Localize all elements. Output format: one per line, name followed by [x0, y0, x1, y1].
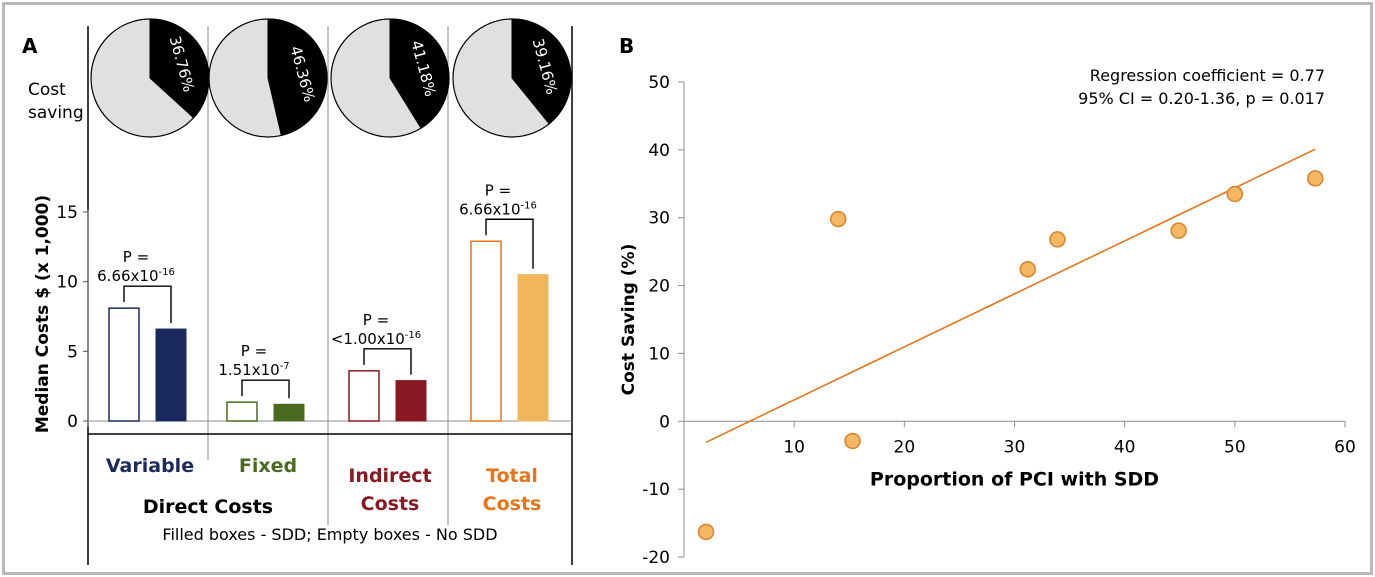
bar-sdd-fixed [273, 403, 305, 422]
panel-b-x-tick-label: 30 [1004, 437, 1026, 457]
bar-sdd-variable [155, 328, 187, 422]
bar-no-sdd-fixed [226, 401, 258, 422]
category-label-total: Total [486, 465, 538, 487]
category-label-fixed: Fixed [239, 455, 297, 477]
category-label-total-line2: Costs [483, 493, 542, 515]
scatter-point [1170, 222, 1187, 239]
p-value-bracket [485, 218, 534, 269]
p-value-bracket [123, 285, 172, 324]
p-value-line1: P = [363, 311, 389, 329]
panel-b-y-tick-label: 10 [648, 344, 670, 364]
category-label-variable: Variable [106, 455, 194, 477]
category-label-indirect: Indirect [348, 465, 431, 487]
panel-b-ylabel: Cost Saving (%) [619, 244, 639, 396]
p-value-line2: <1.00x10-16 [331, 330, 421, 348]
pie-saving-slice [389, 18, 450, 129]
scatter-point [844, 432, 861, 450]
scatter-point [1019, 261, 1036, 278]
pie-variable: 36.76% [90, 18, 210, 138]
panel-b-y-tick-label: 50 [648, 73, 670, 93]
panel-b-x-tick-label: 20 [894, 437, 916, 457]
regression-annotation-line2: 95% CI = 0.20-1.36, p = 0.017 [1078, 89, 1325, 108]
panel-b-plot [697, 148, 1324, 541]
panel-a-letter: A [22, 34, 38, 58]
p-value-line2: 6.66x10-16 [459, 200, 537, 218]
panel-a-y-tick-label: 15 [56, 203, 78, 223]
pie-row-label-line1: Cost [28, 80, 66, 100]
scatter-point [829, 210, 847, 228]
panel-b-y-tick-label: 40 [648, 141, 670, 161]
pie-saving-slice [267, 18, 328, 137]
scatter-point [697, 523, 715, 541]
scatter-point [1307, 170, 1324, 187]
panel-a-bars: P =6.66x10-16P =1.51x10-7P =<1.00x10-16P… [97, 181, 549, 422]
pie-saving-slice [511, 18, 572, 125]
panel-a-ylabel: Median Costs $ (x 1,000) [33, 195, 53, 433]
direct-costs-label: Direct Costs [143, 496, 273, 518]
bar-no-sdd-indirect [348, 370, 380, 422]
category-label-indirect-line2: Costs [361, 493, 420, 515]
p-value-bracket [363, 348, 412, 375]
panel-b-y-tick-label: 30 [648, 209, 670, 229]
pie-row-label-line2: saving [28, 103, 84, 123]
panel-b-axis: -20 -10 0 10 20 30 40 50 10 20 30 40 50 60 Proportion … [619, 73, 1356, 568]
p-value-line1: P = [123, 248, 149, 266]
panel-b: B Regression coefficient = 0.77 95% CI =… [619, 34, 1356, 568]
scatter-point [1226, 185, 1244, 203]
bar-no-sdd-variable [108, 307, 140, 422]
bar-sdd-total [517, 274, 549, 422]
scatter-point [1049, 231, 1066, 248]
panel-b-y-tick-label: 20 [648, 277, 670, 297]
p-value-line2: 6.66x10-16 [97, 267, 175, 285]
regression-trendline [705, 148, 1316, 444]
panel-b-y-tick-label: -10 [642, 480, 670, 500]
pie-saving-slice [149, 18, 210, 119]
panel-a-y-tick-label: 5 [67, 342, 78, 362]
panel-b-x-tick-label: 40 [1114, 437, 1136, 457]
regression-annotation-line1: Regression coefficient = 0.77 [1090, 66, 1325, 85]
bar-sdd-indirect [395, 380, 427, 422]
panel-b-y-tick-label: -20 [642, 548, 670, 568]
panel-a-category-labels: Variable Fixed Indirect Costs Total Costs [106, 455, 541, 515]
p-value-line1: P = [485, 181, 511, 199]
panel-b-x-tick-label: 10 [783, 437, 805, 457]
p-value-line1: P = [241, 342, 267, 360]
panel-b-letter: B [619, 34, 634, 58]
bar-no-sdd-total [470, 240, 502, 422]
p-value-line2: 1.51x10-7 [218, 361, 289, 379]
panel-a-pies: 36.76% 46.36% 41.18% 39.16% [90, 18, 572, 138]
panel-b-x-tick-label: 60 [1334, 437, 1356, 457]
panel-a: A Cost saving Median Costs $ (x 1,000) F… [22, 18, 573, 565]
pie-indirect: 41.18% [330, 18, 450, 138]
panel-a-y-tick-label: 0 [67, 412, 78, 432]
p-value-bracket [241, 379, 290, 399]
panel-a-y-tick-label: 10 [56, 273, 78, 293]
panel-b-x-tick-label: 50 [1224, 437, 1246, 457]
panel-a-footnote: Filled boxes - SDD; Empty boxes - No SDD [162, 525, 497, 544]
panel-b-xlabel: Proportion of PCI with SDD [870, 468, 1159, 490]
panel-b-y-tick-label: 0 [659, 412, 670, 432]
pie-fixed: 46.36% [208, 18, 328, 138]
pie-total: 39.16% [452, 18, 572, 138]
